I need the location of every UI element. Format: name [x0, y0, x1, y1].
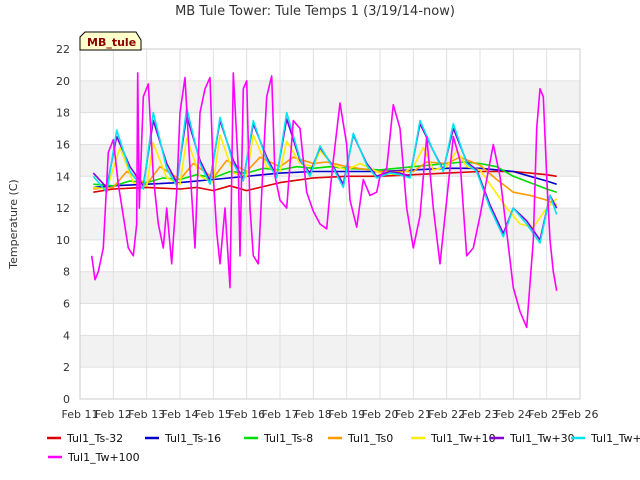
x-tick-label: Feb 11 — [62, 408, 99, 421]
y-tick-label: 18 — [56, 107, 70, 120]
y-tick-label: 8 — [63, 266, 70, 279]
plot-band — [80, 112, 580, 145]
series-line — [90, 72, 558, 329]
x-tick-label: Feb 15 — [195, 408, 232, 421]
x-tick-label: Feb 25 — [528, 408, 565, 421]
plot-band — [80, 239, 580, 272]
y-tick-label: 10 — [56, 234, 70, 247]
x-tick-label: Feb 20 — [362, 408, 399, 421]
x-tick-label: Feb 21 — [395, 408, 432, 421]
y-tick-label: 20 — [56, 75, 70, 88]
y-tick-label: 0 — [63, 393, 70, 406]
y-tick-label: 4 — [63, 329, 70, 342]
x-tick-label: Feb 19 — [328, 408, 365, 421]
plot-band — [80, 303, 580, 336]
x-tick-label: Feb 16 — [228, 408, 265, 421]
plot-band — [80, 367, 580, 399]
x-tick-label: Feb 26 — [562, 408, 599, 421]
plot-area-border — [79, 48, 581, 400]
y-tick-label: 22 — [56, 43, 70, 56]
legend-label: Tul1_Ts-16 — [164, 432, 221, 445]
y-axis-label: Temperature (C) — [7, 179, 20, 269]
legend-label: Tul1_Ts0 — [347, 432, 393, 445]
x-tick-label: Feb 24 — [495, 408, 532, 421]
plot-band — [80, 49, 580, 81]
chart-title: MB Tule Tower: Tule Temps 1 (3/19/14-now… — [175, 4, 455, 19]
y-tick-label: 12 — [56, 202, 70, 215]
legend-label: Tul1_Tw+10 — [430, 432, 496, 445]
y-tick-label: 16 — [56, 138, 70, 151]
plot-band — [80, 271, 580, 304]
x-tick-label: Feb 12 — [95, 408, 132, 421]
series-layer — [90, 72, 558, 329]
x-tick-label: Feb 17 — [262, 408, 299, 421]
y-axis-ticks: 0 2 4 6 8 10 12 14 16 18 20 22 — [56, 43, 70, 406]
x-tick-label: Feb 14 — [162, 408, 199, 421]
x-tick-label: Feb 18 — [295, 408, 332, 421]
legend: Tul1_Ts-32 Tul1_Ts-16 Tul1_Ts-8 Tul1_Ts0 Tul… — [47, 432, 640, 464]
x-tick-label: Feb 13 — [128, 408, 165, 421]
station-badge: MB_tule — [79, 31, 142, 51]
legend-label: Tul1_Tw+100 — [67, 451, 140, 464]
legend-label: Tul1_Ts-32 — [66, 432, 123, 445]
x-tick-label: Feb 23 — [462, 408, 499, 421]
legend-label: Tul1_Ts-8 — [263, 432, 313, 445]
plot-band — [80, 335, 580, 368]
plot-band — [80, 80, 580, 113]
x-tick-label: Feb 22 — [428, 408, 465, 421]
legend-label: Tul1_Tw+30 — [509, 432, 575, 445]
y-tick-label: 14 — [56, 170, 70, 183]
series-line — [92, 107, 558, 244]
badge-label: MB_tule — [87, 36, 136, 49]
legend-label: Tul1_Tw+50 — [590, 432, 640, 445]
y-tick-label: 2 — [63, 361, 70, 374]
y-tick-label: 6 — [63, 298, 70, 311]
badge-shape — [79, 31, 142, 51]
